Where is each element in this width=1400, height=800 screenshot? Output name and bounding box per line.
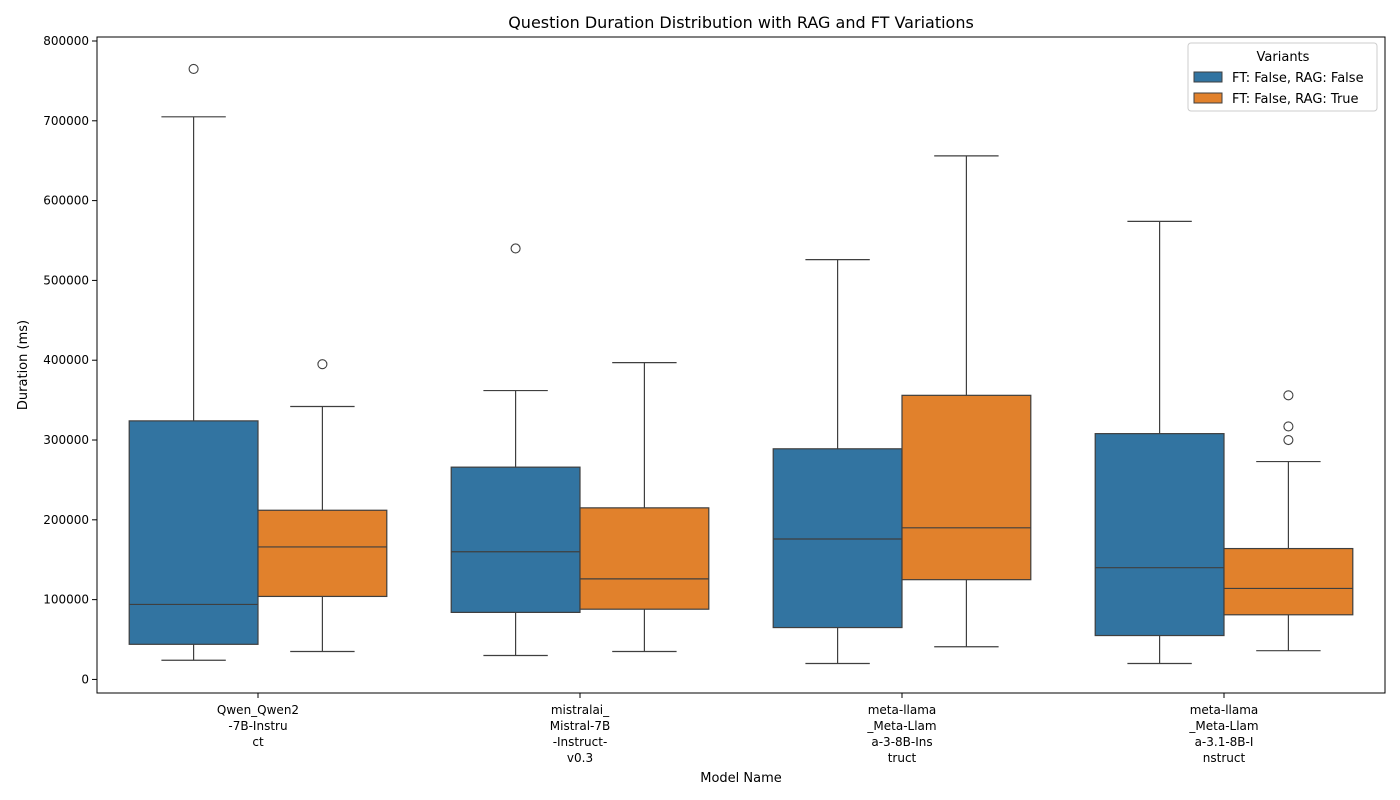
iqr-box bbox=[772, 448, 903, 629]
iqr-box bbox=[1094, 433, 1225, 637]
x-tick-label: truct bbox=[888, 751, 917, 765]
y-tick-label: 300000 bbox=[43, 433, 89, 447]
iqr-box bbox=[579, 507, 710, 610]
x-tick-label: Qwen_Qwen2 bbox=[217, 703, 299, 717]
iqr-box bbox=[1223, 547, 1354, 616]
x-tick-label: _Meta-Llam bbox=[866, 719, 936, 733]
outlier-point bbox=[188, 63, 199, 74]
box-0-1 bbox=[257, 359, 388, 653]
box-0-0 bbox=[128, 63, 259, 661]
outlier-point bbox=[317, 359, 328, 370]
iqr-box bbox=[128, 420, 259, 645]
legend-item: FT: False, RAG: False bbox=[1193, 71, 1364, 86]
y-tick-label: 0 bbox=[81, 672, 89, 686]
x-tick-label: Mistral-7B bbox=[550, 719, 610, 733]
x-tick-label: meta-llama bbox=[868, 703, 937, 717]
x-tick-label: mistralai_ bbox=[551, 703, 610, 717]
legend-box bbox=[1187, 42, 1378, 112]
x-tick-label: -Instruct- bbox=[553, 735, 608, 749]
outlier-point bbox=[1283, 421, 1294, 432]
legend-label: FT: False, RAG: False bbox=[1232, 71, 1364, 86]
y-axis-label: Duration (ms) bbox=[16, 320, 31, 410]
legend-label: FT: False, RAG: True bbox=[1232, 92, 1359, 107]
x-tick-label: a-3.1-8B-I bbox=[1195, 735, 1254, 749]
box-3-1 bbox=[1223, 390, 1354, 652]
iqr-box bbox=[257, 509, 388, 598]
x-tick-label: nstruct bbox=[1203, 751, 1246, 765]
box-2-0 bbox=[772, 259, 903, 665]
y-tick-label: 200000 bbox=[43, 513, 89, 527]
y-tick-label: 600000 bbox=[43, 194, 89, 208]
y-tick-label: 500000 bbox=[43, 273, 89, 287]
y-tick-label: 400000 bbox=[43, 353, 89, 367]
box-1-0 bbox=[450, 243, 581, 657]
x-tick-label: a-3-8B-Ins bbox=[871, 735, 932, 749]
y-tick-label: 800000 bbox=[43, 34, 89, 48]
legend-swatch bbox=[1193, 71, 1223, 83]
legend-items: FT: False, RAG: False FT: False, RAG: Tru… bbox=[1193, 71, 1364, 107]
outlier-point bbox=[510, 243, 521, 254]
plot-area-frame bbox=[96, 36, 1386, 694]
outlier-point bbox=[1283, 434, 1294, 446]
legend-item: FT: False, RAG: True bbox=[1193, 92, 1359, 107]
box-2-1 bbox=[901, 155, 1032, 648]
iqr-box bbox=[450, 466, 581, 613]
x-axis-label: Model Name bbox=[700, 771, 782, 786]
legend-swatch bbox=[1193, 92, 1223, 104]
x-tick-label: -7B-Instru bbox=[228, 719, 287, 733]
x-tick-label: ct bbox=[252, 735, 264, 749]
iqr-box bbox=[901, 394, 1032, 581]
x-tick-label: _Meta-Llam bbox=[1188, 719, 1258, 733]
box-1-1 bbox=[579, 362, 710, 653]
box-3-0 bbox=[1094, 220, 1225, 665]
y-tick-label: 700000 bbox=[43, 114, 89, 128]
x-axis-ticks: Qwen_Qwen2 -7B-Instru ct mistralai_ Mistral-… bbox=[217, 693, 1259, 765]
box-plots bbox=[128, 63, 1354, 665]
x-tick-label: v0.3 bbox=[567, 751, 593, 765]
outlier-point bbox=[1283, 390, 1294, 401]
y-axis-ticks: 0 100000 200000 300000 400000 500000 600000 700… bbox=[43, 34, 97, 686]
x-tick-label: meta-llama bbox=[1190, 703, 1259, 717]
chart-title: Question Duration Distribution with RAG … bbox=[508, 13, 974, 32]
legend-title: Variants bbox=[1257, 50, 1310, 65]
y-tick-label: 100000 bbox=[43, 593, 89, 607]
